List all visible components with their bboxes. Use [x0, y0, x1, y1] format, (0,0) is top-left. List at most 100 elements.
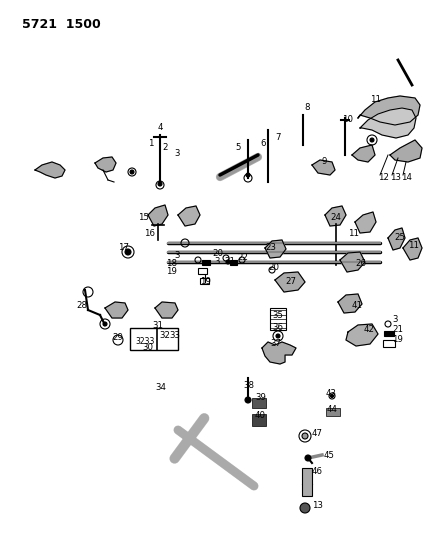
Circle shape [158, 182, 162, 186]
Text: 37: 37 [270, 338, 281, 348]
Text: 45: 45 [324, 450, 335, 459]
Text: 7: 7 [275, 133, 281, 142]
Text: 33: 33 [169, 330, 180, 340]
Bar [202, 260, 210, 265]
Polygon shape [338, 294, 362, 313]
Text: 11: 11 [370, 95, 381, 104]
Text: 26: 26 [355, 259, 366, 268]
Polygon shape [352, 145, 375, 162]
Text: 42: 42 [364, 326, 375, 335]
Bar [130, 328, 178, 350]
Text: 3233: 3233 [135, 337, 154, 346]
Text: 21: 21 [392, 326, 403, 335]
Bar [252, 398, 266, 408]
Circle shape [125, 249, 131, 255]
Text: 35: 35 [272, 311, 283, 319]
Text: 5721  1500: 5721 1500 [22, 18, 101, 31]
Circle shape [276, 334, 280, 338]
Polygon shape [355, 212, 376, 233]
Text: 47: 47 [312, 429, 323, 438]
Circle shape [103, 322, 107, 326]
Polygon shape [325, 206, 346, 226]
Text: 8: 8 [304, 103, 309, 112]
Polygon shape [262, 342, 296, 364]
Text: 11: 11 [348, 229, 359, 238]
Text: 39: 39 [255, 393, 266, 402]
Text: 34: 34 [155, 384, 166, 392]
Polygon shape [148, 205, 168, 226]
Bar [326, 408, 340, 416]
Polygon shape [178, 206, 200, 226]
Circle shape [302, 433, 308, 439]
Text: 29: 29 [112, 334, 123, 343]
Text: 21: 21 [224, 257, 235, 266]
Text: 3: 3 [392, 316, 398, 325]
Polygon shape [390, 140, 422, 162]
Text: 30: 30 [142, 343, 153, 352]
Text: 3: 3 [174, 251, 179, 260]
Text: 4: 4 [158, 124, 163, 133]
Text: 13: 13 [312, 502, 323, 511]
Text: 31: 31 [152, 320, 163, 329]
Text: 23: 23 [265, 244, 276, 253]
Text: 46: 46 [312, 467, 323, 477]
Text: 40: 40 [255, 411, 266, 421]
Text: 20: 20 [212, 248, 223, 257]
Polygon shape [95, 157, 116, 172]
Text: 38: 38 [243, 382, 254, 391]
Polygon shape [403, 238, 422, 260]
Text: 27: 27 [285, 277, 296, 286]
Text: 25: 25 [394, 232, 405, 241]
Text: 28: 28 [76, 302, 87, 311]
Polygon shape [388, 228, 405, 250]
Text: 2: 2 [162, 143, 167, 152]
Text: 12: 12 [378, 174, 389, 182]
Text: 5: 5 [235, 143, 241, 152]
Circle shape [130, 170, 134, 174]
Polygon shape [340, 252, 365, 272]
Text: 36: 36 [272, 324, 283, 333]
Circle shape [330, 394, 333, 398]
Polygon shape [346, 324, 378, 346]
Circle shape [245, 397, 251, 403]
Text: 24: 24 [330, 214, 341, 222]
Bar [198, 268, 207, 274]
Text: 20: 20 [268, 262, 279, 271]
Text: 9: 9 [322, 157, 327, 166]
Polygon shape [360, 108, 416, 138]
Bar [384, 331, 394, 336]
Circle shape [226, 260, 230, 264]
Text: 3: 3 [174, 149, 179, 157]
Bar [230, 260, 237, 265]
Bar [270, 308, 286, 330]
Circle shape [300, 503, 310, 513]
Text: 1: 1 [148, 140, 154, 149]
Text: 13: 13 [390, 174, 401, 182]
Text: 10: 10 [342, 116, 353, 125]
Polygon shape [155, 302, 178, 318]
Text: 11: 11 [408, 240, 419, 249]
Bar [200, 278, 209, 284]
Circle shape [370, 138, 374, 142]
Text: 19: 19 [392, 335, 403, 344]
Polygon shape [35, 162, 65, 178]
Text: 14: 14 [401, 174, 412, 182]
Polygon shape [265, 240, 286, 258]
Text: 44: 44 [327, 406, 338, 415]
Text: 43: 43 [326, 390, 337, 399]
Text: 19: 19 [200, 278, 211, 287]
Text: 17: 17 [118, 244, 129, 253]
Bar [383, 340, 395, 347]
Circle shape [305, 455, 311, 461]
Text: 15: 15 [138, 214, 149, 222]
Text: 18: 18 [166, 259, 177, 268]
Polygon shape [275, 272, 305, 292]
Text: 19: 19 [166, 268, 177, 277]
Text: 16: 16 [144, 229, 155, 238]
Polygon shape [312, 160, 335, 175]
Text: 22: 22 [237, 253, 248, 262]
Circle shape [246, 173, 250, 177]
Bar [252, 414, 266, 426]
Text: 6: 6 [260, 139, 266, 148]
Text: 3: 3 [214, 257, 220, 266]
